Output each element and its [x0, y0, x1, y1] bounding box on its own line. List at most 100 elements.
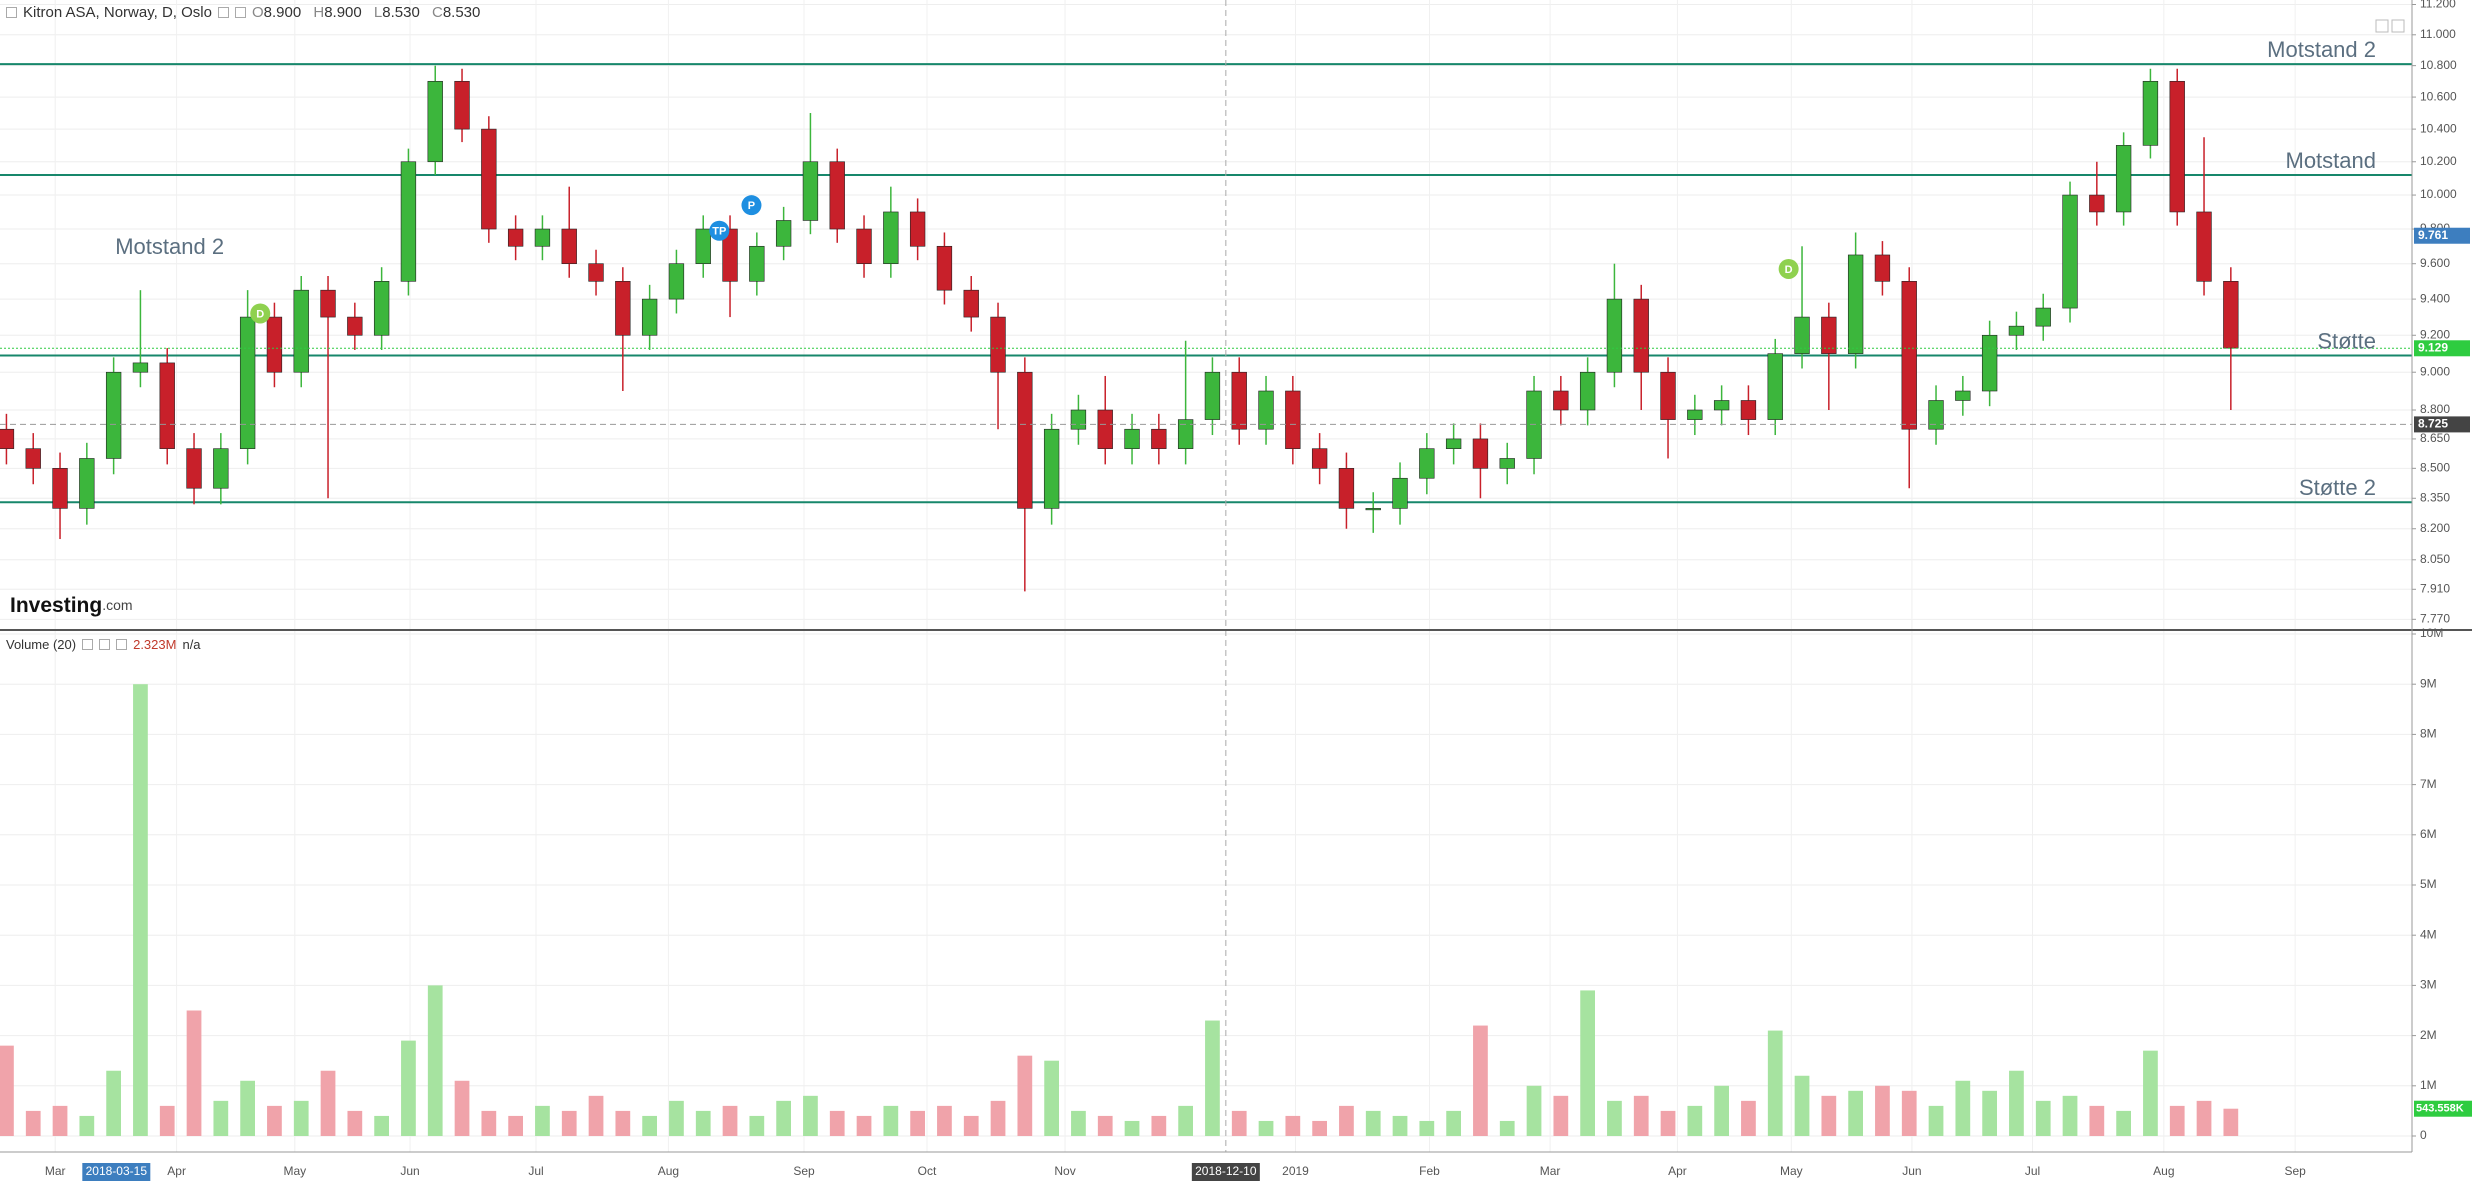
logo: Investing.com [10, 594, 133, 617]
candle-body [1258, 390, 1274, 430]
y-tick-label: 10.200 [2420, 154, 2457, 168]
y-tick-label: 9.000 [2420, 364, 2450, 378]
volume-bar [829, 1110, 845, 1136]
volume-bar [2169, 1105, 2185, 1136]
volume-bar [856, 1115, 872, 1136]
volume-bar [695, 1110, 711, 1136]
volume-bar [1071, 1110, 1086, 1136]
y-tick-label: 4M [2420, 927, 2437, 941]
volume-bar [374, 1115, 390, 1136]
volume-bar [722, 1105, 738, 1136]
x-tick-label: Mar [45, 1164, 66, 1178]
event-marker-label: TP [712, 226, 726, 238]
volume-bar [1285, 1115, 1301, 1136]
candle-body [1687, 409, 1703, 420]
candle-body [963, 289, 979, 318]
volume-bar [1687, 1105, 1703, 1136]
y-tick-label: 0 [2420, 1128, 2427, 1142]
volume-bar [2009, 1070, 2024, 1136]
y-tick-label: 7.770 [2420, 611, 2450, 625]
volume-bar [25, 1110, 41, 1136]
volume-bar [642, 1115, 658, 1136]
candle-body [695, 228, 711, 264]
volume-bar [1231, 1110, 1247, 1136]
volume-bar [561, 1110, 577, 1136]
ohlc-value: 8.900 [324, 4, 362, 21]
candle-body [856, 228, 872, 264]
settings-icon[interactable] [217, 7, 229, 18]
volume-bar [1741, 1100, 1756, 1136]
volume-bar [1339, 1105, 1354, 1136]
volume-bar [615, 1110, 631, 1136]
y-tick-label: 1M [2420, 1078, 2437, 1092]
icon[interactable] [2375, 19, 2389, 33]
volume-bar [2223, 1108, 2239, 1136]
volume-bar [1767, 1030, 1783, 1136]
candle-body [1151, 428, 1167, 449]
candle-body [909, 211, 926, 247]
logo-suffix: .com [102, 597, 132, 613]
date-highlight-label: 2018-12-10 [1195, 1164, 1257, 1178]
volume-bar [320, 1070, 336, 1136]
candle-body [239, 316, 256, 449]
collapse-icon[interactable] [6, 7, 17, 18]
y-tick-label: 3M [2420, 978, 2437, 992]
icon[interactable] [2391, 19, 2405, 33]
candle-body [1204, 371, 1221, 420]
hide-icon[interactable] [99, 639, 111, 650]
candle-body [1928, 400, 1944, 430]
ohlc-key: C [431, 4, 443, 21]
candle-body [293, 289, 309, 373]
candle-body [588, 263, 604, 282]
candle-body [1981, 334, 1998, 392]
volume-bar [1794, 1075, 1810, 1136]
candle-body [1177, 419, 1194, 449]
candle-body [641, 298, 658, 336]
x-tick-label: Mar [1540, 1164, 1561, 1178]
volume-bar [588, 1095, 604, 1136]
candle-body [775, 220, 792, 247]
candle-body [561, 228, 577, 264]
close-icon[interactable] [116, 639, 128, 650]
hide-icon[interactable] [234, 7, 246, 18]
volume-bar [2196, 1100, 2212, 1136]
candle-body [159, 362, 175, 449]
volume-bar [1580, 990, 1596, 1136]
price-tag-label: 8.725 [2418, 417, 2448, 431]
x-tick-label: Sep [2284, 1164, 2306, 1178]
ohlc-value: 8.530 [442, 4, 481, 21]
candle-body [1043, 428, 1060, 509]
volume-bar [1473, 1025, 1488, 1136]
candle-body [454, 80, 470, 130]
y-tick-label: 9.200 [2420, 327, 2450, 341]
x-tick-label: 2019 [1282, 1164, 1309, 1178]
x-tick-label: Jun [1902, 1164, 1921, 1178]
volume-bar [52, 1105, 68, 1136]
event-marker-label: P [748, 200, 755, 212]
candle-body [1767, 353, 1783, 420]
candle-body [2169, 80, 2185, 213]
volume-bar [481, 1110, 497, 1136]
candle-body [1821, 316, 1837, 354]
volume-bar [427, 985, 443, 1136]
price-tag [2414, 416, 2470, 433]
level-label: Støtte 2 [2299, 475, 2376, 500]
volume-bar [2089, 1105, 2105, 1136]
candle-body [1847, 254, 1864, 354]
candle-body [990, 316, 1006, 373]
candle-body [25, 448, 41, 469]
y-tick-label: 10.600 [2420, 89, 2457, 103]
volume-bar [1392, 1115, 1408, 1136]
y-tick-label: 8.650 [2420, 431, 2450, 445]
price-tag [2414, 340, 2470, 357]
candle-body [213, 448, 229, 489]
volume-bar [1526, 1085, 1542, 1136]
y-tick-label: 5M [2420, 877, 2437, 891]
volume-bar [133, 684, 148, 1136]
volume-bar [1875, 1085, 1890, 1136]
ohlc-value: 8.900 [263, 4, 302, 21]
symbol-header: Kitron ASA, Norway, D, Oslo O8.900 H8.90… [6, 4, 488, 21]
date-highlight [82, 1163, 151, 1181]
y-tick-label: 6M [2420, 827, 2437, 841]
settings-icon[interactable] [82, 639, 94, 650]
